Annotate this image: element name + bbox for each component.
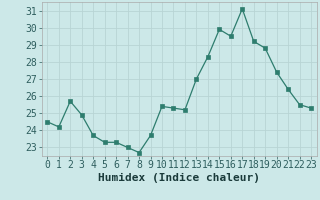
X-axis label: Humidex (Indice chaleur): Humidex (Indice chaleur)	[98, 173, 260, 183]
